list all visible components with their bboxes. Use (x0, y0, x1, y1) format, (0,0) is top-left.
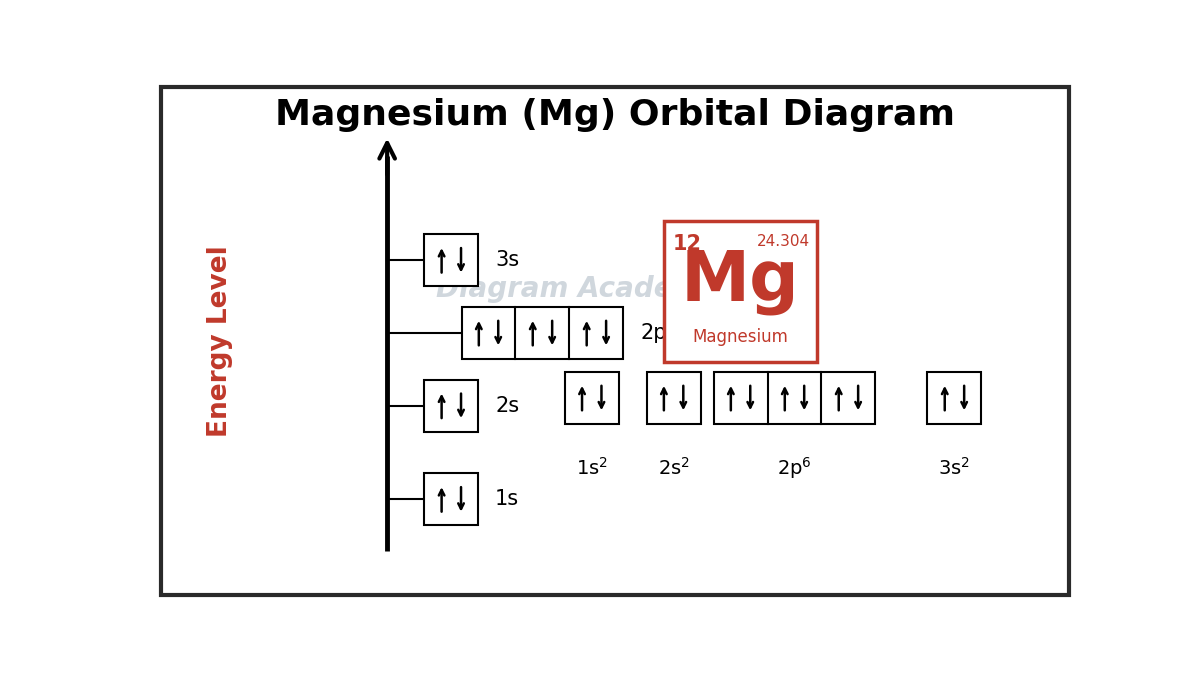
Bar (714, 372, 876, 424)
Text: 24.304: 24.304 (757, 234, 810, 249)
Text: Energy Level: Energy Level (206, 245, 233, 437)
Text: 2s: 2s (496, 396, 520, 416)
Text: Magnesium: Magnesium (692, 328, 788, 346)
Bar (565, 372, 619, 424)
Text: Magnesium (Mg) Orbital Diagram: Magnesium (Mg) Orbital Diagram (275, 98, 955, 132)
Bar (928, 372, 982, 424)
Bar (462, 307, 623, 359)
Text: 3s: 3s (496, 250, 520, 270)
Bar (425, 234, 479, 286)
Text: 2p$^6$: 2p$^6$ (778, 455, 812, 481)
Text: 12: 12 (673, 234, 702, 254)
Text: 2p: 2p (640, 323, 667, 343)
Text: 2s$^2$: 2s$^2$ (658, 457, 690, 479)
Text: Mg: Mg (682, 248, 800, 315)
Bar (425, 380, 479, 432)
Text: Diagram Academy: Diagram Academy (436, 275, 720, 303)
Text: 1s: 1s (496, 489, 520, 510)
Bar (425, 473, 479, 525)
Bar (664, 221, 817, 362)
Text: 1s$^2$: 1s$^2$ (576, 457, 607, 479)
Bar (647, 372, 701, 424)
Text: 3s$^2$: 3s$^2$ (938, 457, 971, 479)
